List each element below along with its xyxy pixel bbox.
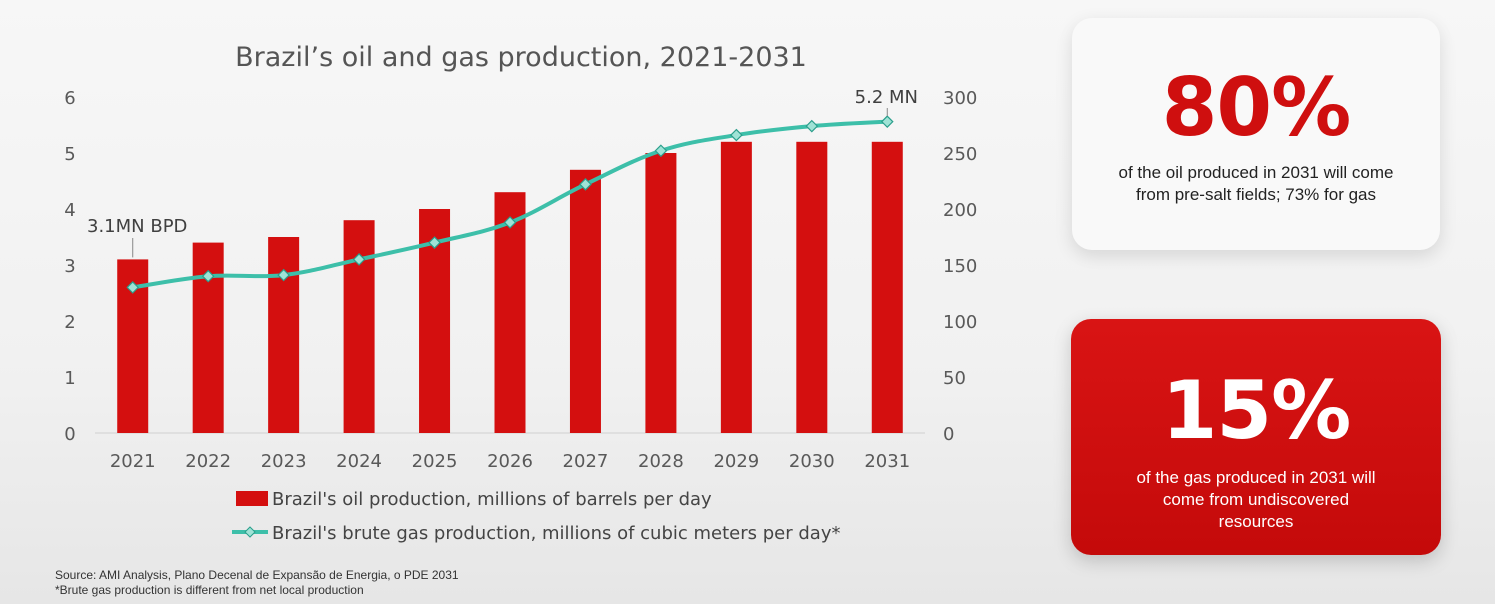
y-left-tick-label: 2 bbox=[64, 312, 75, 333]
gas-stat-value: 15% bbox=[1161, 364, 1351, 457]
legend-label-gas: Brazil's brute gas production, millions … bbox=[272, 523, 840, 544]
x-tick-label: 2027 bbox=[563, 451, 609, 472]
gas-point bbox=[352, 253, 366, 266]
gas-point bbox=[880, 115, 894, 128]
gas-point bbox=[730, 128, 743, 142]
y-left-tick-label: 5 bbox=[64, 144, 75, 165]
gas-undiscovered-card: 15% of the gas produced in 2031 will com… bbox=[1071, 319, 1441, 555]
gas-point bbox=[277, 268, 290, 282]
annotation-oil-2021: 3.1MN BPD bbox=[87, 216, 187, 237]
oil-bar bbox=[645, 153, 677, 433]
legend-swatch-gas-marker bbox=[244, 526, 256, 538]
oil-presalt-card: 80% of the oil produced in 2031 will com… bbox=[1072, 18, 1440, 250]
x-tick-label: 2025 bbox=[412, 451, 458, 472]
y-right-tick-label: 200 bbox=[943, 200, 977, 221]
gas-point bbox=[503, 216, 517, 229]
gas-point bbox=[654, 144, 668, 158]
oil-stat-text: of the oil produced in 2031 will come fr… bbox=[1118, 163, 1394, 204]
gas-point bbox=[201, 269, 215, 283]
y-right-tick-label: 0 bbox=[943, 424, 954, 445]
y-right-tick-label: 300 bbox=[943, 88, 977, 109]
gas-point bbox=[126, 281, 140, 294]
oil-bar bbox=[343, 220, 375, 433]
x-tick-label: 2023 bbox=[261, 451, 307, 472]
oil-bar bbox=[494, 192, 526, 433]
y-right-tick-label: 100 bbox=[943, 312, 977, 333]
gas-stat-text: of the gas produced in 2031 will come fr… bbox=[1136, 468, 1376, 531]
x-tick-label: 2028 bbox=[638, 451, 684, 472]
annotation-oil-2031: 5.2 MN bbox=[855, 87, 918, 108]
chart-title: Brazil’s oil and gas production, 2021-20… bbox=[235, 42, 807, 73]
x-tick-label: 2021 bbox=[110, 451, 156, 472]
gas-point bbox=[805, 119, 819, 133]
oil-bar bbox=[796, 141, 828, 434]
gas-point bbox=[428, 236, 441, 249]
y-left-tick-label: 3 bbox=[64, 256, 75, 277]
x-tick-label: 2030 bbox=[789, 451, 835, 472]
legend-label-oil: Brazil's oil production, millions of bar… bbox=[272, 489, 712, 510]
chart: Brazil’s oil and gas production, 2021-20… bbox=[64, 42, 977, 544]
source-note: Source: AMI Analysis, Plano Decenal de E… bbox=[55, 568, 459, 598]
y-left-tick-label: 0 bbox=[64, 424, 75, 445]
oil-bar bbox=[569, 169, 601, 434]
oil-bar bbox=[268, 237, 300, 433]
x-tick-label: 2031 bbox=[864, 451, 910, 472]
y-right-tick-label: 50 bbox=[943, 368, 966, 389]
source-text: Source: AMI Analysis, Plano Decenal de E… bbox=[55, 568, 459, 582]
y-left-tick-label: 6 bbox=[64, 88, 75, 109]
x-tick-label: 2022 bbox=[185, 451, 231, 472]
y-right-tick-label: 150 bbox=[943, 256, 977, 277]
y-left-tick-label: 4 bbox=[64, 200, 75, 221]
legend-swatch-oil bbox=[236, 491, 268, 506]
footnote-text: *Brute gas production is different from … bbox=[55, 583, 364, 597]
oil-bar bbox=[720, 141, 752, 434]
oil-bar bbox=[871, 141, 903, 434]
x-tick-label: 2029 bbox=[713, 451, 759, 472]
y-right-tick-label: 250 bbox=[943, 144, 977, 165]
y-left-tick-label: 1 bbox=[64, 368, 75, 389]
oil-stat-value: 80% bbox=[1161, 61, 1351, 154]
gas-point bbox=[579, 178, 592, 191]
x-tick-label: 2024 bbox=[336, 451, 382, 472]
x-tick-label: 2026 bbox=[487, 451, 533, 472]
